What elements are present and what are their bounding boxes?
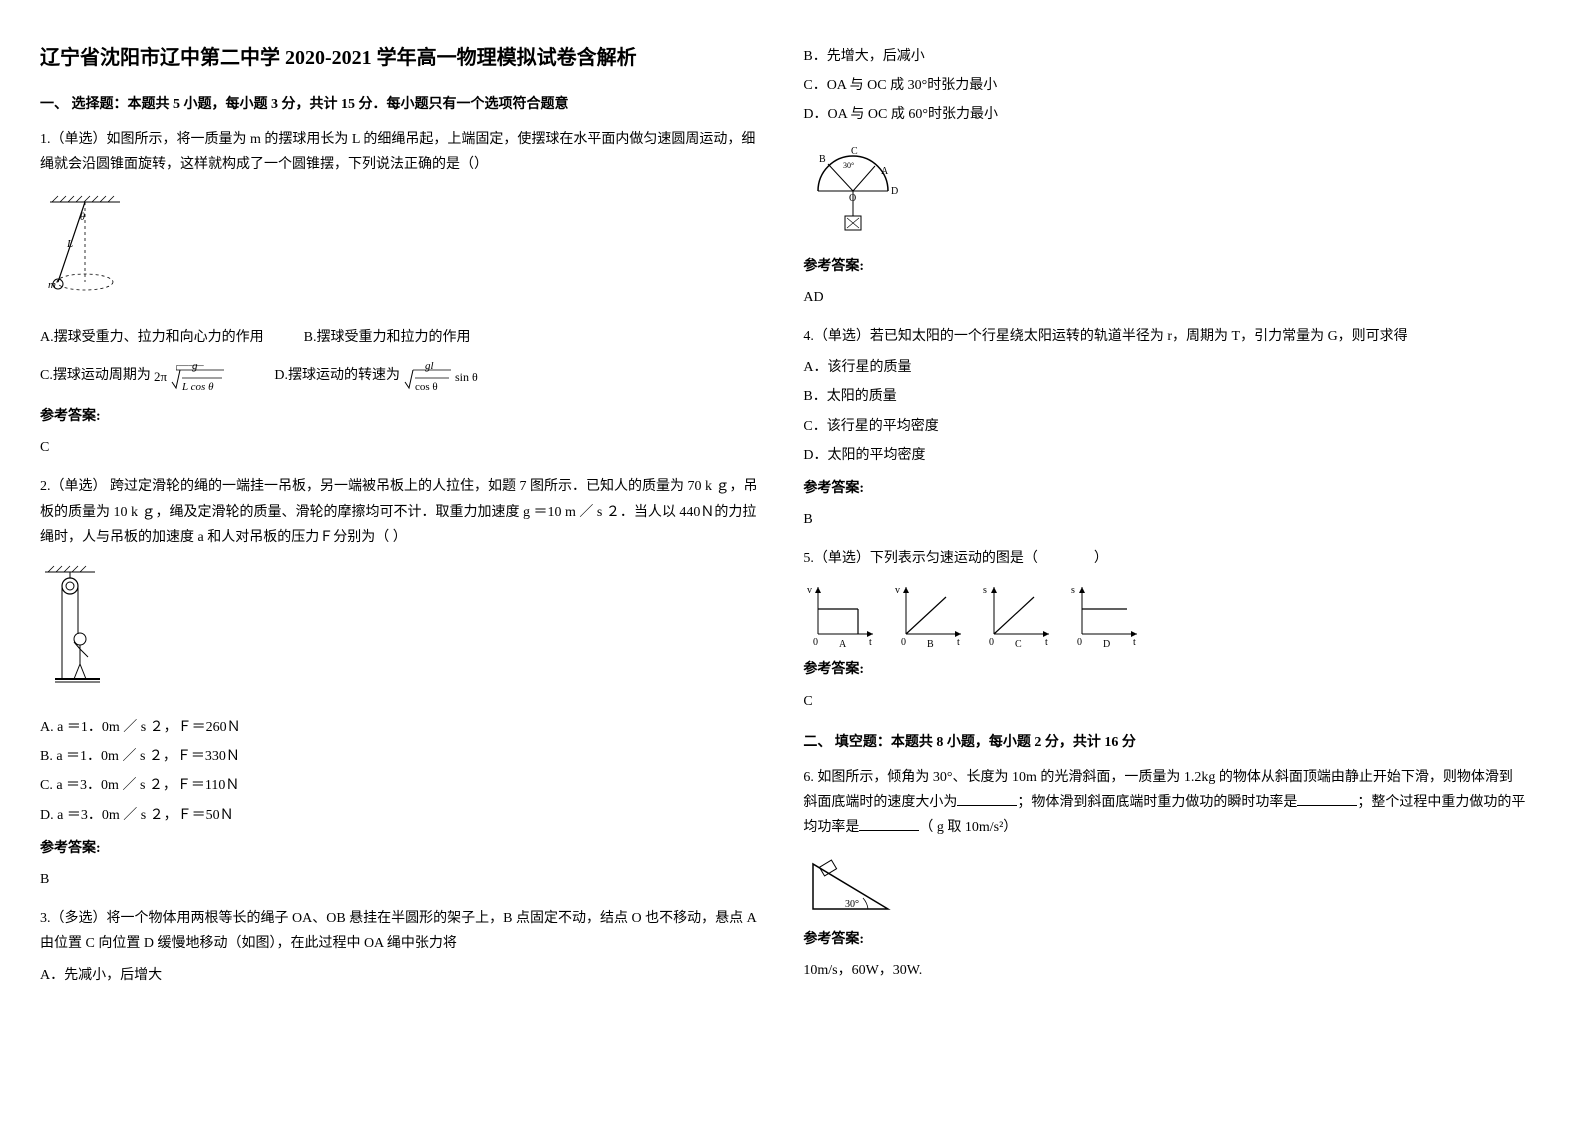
cone-pendulum-diagram: m L θ xyxy=(40,192,150,302)
question-2: 2.（单选） 跨过定滑轮的绳的一端挂一吊板，另一端被吊板上的人拉住，如题 7 图… xyxy=(40,474,763,892)
svg-text:g: g xyxy=(192,360,198,372)
q1-optB: B.摆球受重力和拉力的作用 xyxy=(304,325,471,350)
svg-text:L cos θ: L cos θ xyxy=(181,381,214,393)
graph-B: v t 0 B xyxy=(891,579,971,649)
q4-answer: B xyxy=(803,507,1526,532)
q5-text: 5.（单选）下列表示匀速运动的图是（ ） xyxy=(803,546,1526,571)
q4-optB: B．太阳的质量 xyxy=(803,384,1526,409)
q2-text: 2.（单选） 跨过定滑轮的绳的一端挂一吊板，另一端被吊板上的人拉住，如题 7 图… xyxy=(40,474,763,550)
q2-answer-label: 参考答案: xyxy=(40,836,763,861)
svg-text:L: L xyxy=(66,238,73,250)
svg-text:v: v xyxy=(807,585,812,596)
svg-text:0: 0 xyxy=(989,637,994,648)
q1-options-row1: A.摆球受重力、拉力和向心力的作用 B.摆球受重力和拉力的作用 xyxy=(40,325,763,350)
question-4: 4.（单选）若已知太阳的一个行星绕太阳运转的轨道半径为 r，周期为 T，引力常量… xyxy=(803,324,1526,532)
svg-text:t: t xyxy=(869,637,872,648)
blank-3 xyxy=(859,817,919,831)
blank-1 xyxy=(957,792,1017,806)
q4-optA: A．该行星的质量 xyxy=(803,355,1526,380)
q1-text: 1.（单选）如图所示，将一质量为 m 的摆球用长为 L 的细绳吊起，上端固定，使… xyxy=(40,127,763,177)
svg-text:t: t xyxy=(1133,637,1136,648)
q4-answer-label: 参考答案: xyxy=(803,476,1526,501)
q1-optD: D.摆球运动的转速为 gl cos θ sin θ xyxy=(274,356,493,396)
svg-text:t: t xyxy=(957,637,960,648)
graph-C: s t 0 C xyxy=(979,579,1059,649)
q3-optC: C．OA 与 OC 成 30°时张力最小 xyxy=(803,73,1526,98)
semicircle-frame-diagram: B C A D O 30° xyxy=(803,136,913,246)
svg-text:B: B xyxy=(819,154,826,165)
right-column: B．先增大，后减小 C．OA 与 OC 成 30°时张力最小 D．OA 与 OC… xyxy=(803,40,1526,997)
svg-text:t: t xyxy=(1045,637,1048,648)
svg-text:0: 0 xyxy=(813,637,818,648)
q3-optB: B．先增大，后减小 xyxy=(803,44,1526,69)
svg-text:30°: 30° xyxy=(843,161,854,170)
pulley-person-diagram xyxy=(40,564,120,694)
q3-optD: D．OA 与 OC 成 60°时张力最小 xyxy=(803,102,1526,127)
q2-answer: B xyxy=(40,867,763,892)
question-3-cont: B．先增大，后减小 C．OA 与 OC 成 30°时张力最小 D．OA 与 OC… xyxy=(803,44,1526,310)
svg-text:0: 0 xyxy=(901,637,906,648)
svg-text:gl: gl xyxy=(425,360,434,372)
q6-answer: 10m/s，60W，30W. xyxy=(803,958,1526,983)
question-6: 6. 如图所示，倾角为 30°、长度为 10m 的光滑斜面，一质量为 1.2kg… xyxy=(803,765,1526,983)
formula-period: 2π ┌───── g L cos θ xyxy=(154,356,234,396)
section1-header: 一、 选择题：本题共 5 小题，每小题 3 分，共计 15 分．每小题只有一个选… xyxy=(40,92,763,117)
svg-text:0: 0 xyxy=(1077,637,1082,648)
q4-text: 4.（单选）若已知太阳的一个行星绕太阳运转的轨道半径为 r，周期为 T，引力常量… xyxy=(803,324,1526,349)
q3-answer: AD xyxy=(803,285,1526,310)
svg-text:s: s xyxy=(1071,585,1075,596)
svg-text:A: A xyxy=(839,639,847,649)
svg-text:D: D xyxy=(891,186,898,197)
q2-optA: A. a ＝1．0m ／ s ２，Ｆ＝260Ｎ xyxy=(40,715,763,740)
blank-2 xyxy=(1297,792,1357,806)
graph-D: s t 0 D xyxy=(1067,579,1147,649)
q3-text: 3.（多选）将一个物体用两根等长的绳子 OA、OB 悬挂在半圆形的架子上，B 点… xyxy=(40,906,763,956)
q2-optB: B. a ＝1．0m ／ s ２，Ｆ＝330Ｎ xyxy=(40,744,763,769)
q3-optA: A．先减小，后增大 xyxy=(40,963,763,988)
svg-text:C: C xyxy=(1015,639,1022,649)
q5-graphs: v t 0 A v t 0 B xyxy=(803,579,1526,649)
q2-optC: C. a ＝3．0m ／ s ２，Ｆ＝110Ｎ xyxy=(40,773,763,798)
question-1: 1.（单选）如图所示，将一质量为 m 的摆球用长为 L 的细绳吊起，上端固定，使… xyxy=(40,127,763,460)
q5-answer: C xyxy=(803,689,1526,714)
svg-text:D: D xyxy=(1103,639,1110,649)
svg-text:2π: 2π xyxy=(154,369,168,384)
svg-text:30°: 30° xyxy=(845,899,859,910)
q6-text: 6. 如图所示，倾角为 30°、长度为 10m 的光滑斜面，一质量为 1.2kg… xyxy=(803,765,1526,841)
question-3: 3.（多选）将一个物体用两根等长的绳子 OA、OB 悬挂在半圆形的架子上，B 点… xyxy=(40,906,763,988)
q3-answer-label: 参考答案: xyxy=(803,254,1526,279)
q1-optC: C.摆球运动周期为 2π ┌───── g L cos θ xyxy=(40,356,234,396)
exam-title: 辽宁省沈阳市辽中第二中学 2020-2021 学年高一物理模拟试卷含解析 xyxy=(40,40,763,76)
graph-A: v t 0 A xyxy=(803,579,883,649)
formula-speed: gl cos θ sin θ xyxy=(403,356,493,396)
q4-optC: C．该行星的平均密度 xyxy=(803,414,1526,439)
question-5: 5.（单选）下列表示匀速运动的图是（ ） v t 0 A v t xyxy=(803,546,1526,714)
svg-text:C: C xyxy=(851,146,858,157)
q1-optA: A.摆球受重力、拉力和向心力的作用 xyxy=(40,325,264,350)
svg-text:θ: θ xyxy=(80,212,85,223)
q4-optD: D．太阳的平均密度 xyxy=(803,443,1526,468)
svg-text:B: B xyxy=(927,639,934,649)
section2-header: 二、 填空题：本题共 8 小题，每小题 2 分，共计 16 分 xyxy=(803,730,1526,755)
svg-text:m: m xyxy=(48,279,56,291)
svg-text:cos θ: cos θ xyxy=(415,381,438,393)
svg-text:s: s xyxy=(983,585,987,596)
incline-diagram: 30° xyxy=(803,849,903,919)
q1-answer: C xyxy=(40,435,763,460)
svg-text:A: A xyxy=(881,166,889,177)
svg-text:sin θ: sin θ xyxy=(455,370,478,384)
q1-answer-label: 参考答案: xyxy=(40,404,763,429)
q6-answer-label: 参考答案: xyxy=(803,927,1526,952)
left-column: 辽宁省沈阳市辽中第二中学 2020-2021 学年高一物理模拟试卷含解析 一、 … xyxy=(40,40,763,997)
svg-text:v: v xyxy=(895,585,900,596)
q2-optD: D. a ＝3．0m ／ s ２，Ｆ＝50Ｎ xyxy=(40,803,763,828)
q1-options-row2: C.摆球运动周期为 2π ┌───── g L cos θ D.摆球运动的转速为… xyxy=(40,356,763,396)
svg-text:┌─────: ┌───── xyxy=(174,362,204,370)
q5-answer-label: 参考答案: xyxy=(803,657,1526,682)
